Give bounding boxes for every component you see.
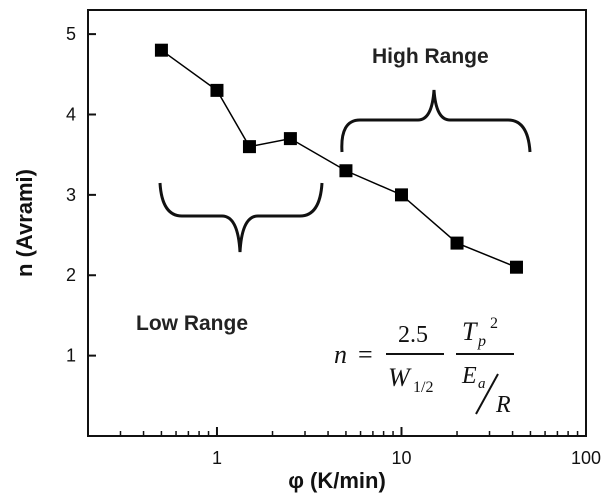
series-line [160, 49, 517, 268]
equation-den2-base: E [461, 363, 477, 389]
y-tick-label: 1 [66, 346, 76, 366]
equation-num1: 2.5 [398, 322, 428, 348]
equation-num2-sup: 2 [490, 315, 498, 332]
high-range-label: High Range [372, 45, 489, 68]
y-tick-label: 3 [66, 185, 76, 205]
equation-den2-sub: a [478, 376, 486, 392]
equation-den1-sub: 1/2 [413, 379, 433, 396]
data-point-marker [509, 260, 523, 274]
equation-num2-base: T [462, 317, 478, 346]
equation-den2-over: R [495, 392, 511, 418]
data-point-marker [210, 83, 224, 97]
series-layer [154, 43, 523, 274]
x-axis-title: φ (K/min) [288, 468, 386, 493]
high-range-bracket [340, 89, 532, 153]
equation-equals: = [358, 340, 373, 369]
data-point-marker [154, 43, 168, 57]
x-tick-label: 10 [391, 448, 411, 468]
low-range-bracket [158, 182, 324, 253]
y-tick-label: 4 [66, 104, 76, 124]
plot-frame [87, 9, 587, 437]
data-point-marker [450, 236, 464, 250]
y-axis: 1 2 3 4 5 [66, 24, 96, 366]
x-tick-label: 100 [571, 448, 601, 468]
data-point-marker [394, 188, 408, 202]
y-tick-label: 5 [66, 24, 76, 44]
equation-slash [475, 373, 499, 415]
equation-den1-base: W [388, 363, 412, 392]
x-axis: 1 10 100 [87, 427, 601, 468]
low-range-label: Low Range [136, 312, 248, 335]
y-axis-title: n (Avrami) [12, 169, 37, 277]
x-tick-label: 1 [212, 448, 222, 468]
data-point-marker [242, 140, 256, 154]
y-tick-label: 2 [66, 265, 76, 285]
data-point-marker [339, 164, 353, 178]
equation-lhs: n [334, 340, 347, 369]
equation-num2-sub: p [477, 333, 486, 350]
avrami-equation: n = 2.5 W 1/2 T p 2 E a R [334, 315, 514, 418]
data-point-marker [283, 132, 297, 146]
